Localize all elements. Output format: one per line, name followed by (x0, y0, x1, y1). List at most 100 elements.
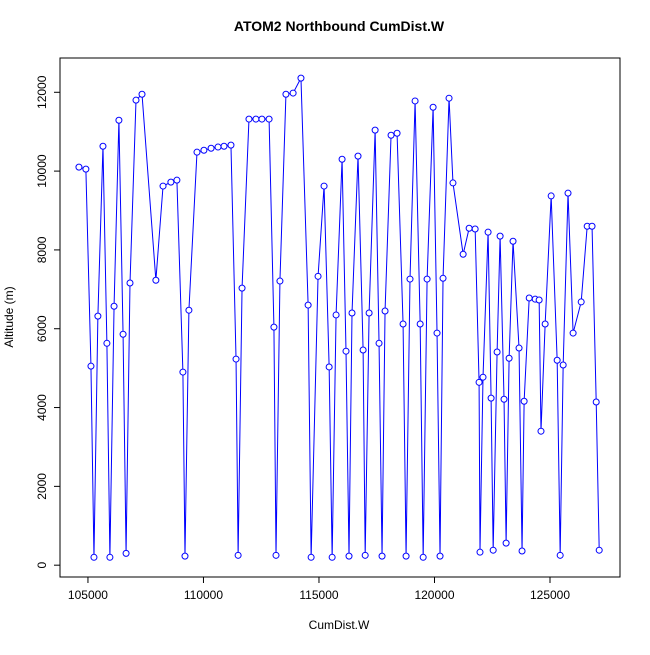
data-point (406, 275, 414, 283)
data-point (106, 553, 114, 561)
data-point (167, 178, 175, 186)
data-point (126, 279, 134, 287)
data-point (577, 298, 585, 306)
data-point (307, 553, 315, 561)
data-point (459, 250, 467, 258)
data-point (193, 148, 201, 156)
y-tick-label: 2000 (35, 473, 49, 500)
data-point (325, 363, 333, 371)
data-point (537, 427, 545, 435)
data-point (297, 74, 305, 82)
data-point (110, 302, 118, 310)
data-point (75, 163, 83, 171)
y-tick-label: 12000 (35, 75, 49, 109)
data-point (94, 312, 102, 320)
data-point (265, 115, 273, 123)
data-point (359, 346, 367, 354)
data-point (245, 115, 253, 123)
data-point (559, 361, 567, 369)
data-point (103, 339, 111, 347)
data-point (429, 103, 437, 111)
data-point (332, 311, 340, 319)
data-point (159, 182, 167, 190)
data-point (338, 155, 346, 163)
data-point (345, 552, 353, 560)
data-point (354, 152, 362, 160)
data-point (234, 551, 242, 559)
x-tick-label: 110000 (184, 588, 223, 602)
data-point (138, 90, 146, 98)
data-point (122, 549, 130, 557)
plot-frame (59, 57, 621, 578)
data-point (320, 182, 328, 190)
data-point (505, 354, 513, 362)
data-point (423, 275, 431, 283)
data-point (173, 176, 181, 184)
data-point (99, 142, 107, 150)
data-point (449, 179, 457, 187)
data-point (520, 397, 528, 405)
data-point (348, 309, 356, 317)
data-point (416, 320, 424, 328)
data-point (465, 224, 473, 232)
data-point (252, 115, 260, 123)
data-point (227, 141, 235, 149)
data-point (515, 344, 523, 352)
data-point (445, 94, 453, 102)
data-point (214, 143, 222, 151)
data-point (115, 116, 123, 124)
data-point (179, 368, 187, 376)
data-point (328, 553, 336, 561)
data-point (588, 222, 596, 230)
data-point (479, 373, 487, 381)
data-point (595, 546, 603, 554)
data-point (378, 552, 386, 560)
data-point (489, 546, 497, 554)
data-point (525, 294, 533, 302)
data-point (419, 553, 427, 561)
y-tick-label: 8000 (35, 236, 49, 263)
data-point (365, 309, 373, 317)
y-axis-label: Altitude (m) (2, 286, 16, 347)
data-point (381, 307, 389, 315)
data-point (411, 97, 419, 105)
data-point (553, 356, 561, 364)
data-point (232, 355, 240, 363)
data-point (476, 548, 484, 556)
data-point (185, 306, 193, 314)
data-point (200, 146, 208, 154)
data-point (152, 276, 160, 284)
y-tick-label: 10000 (35, 154, 49, 188)
data-point (375, 339, 383, 347)
data-point (496, 232, 504, 240)
data-point (402, 552, 410, 560)
x-tick-label: 105000 (68, 588, 108, 602)
data-point (132, 96, 140, 104)
x-tick-label: 115000 (299, 588, 338, 602)
data-point (82, 165, 90, 173)
x-tick-label: 125000 (530, 588, 570, 602)
data-point (433, 329, 441, 337)
data-point (87, 362, 95, 370)
data-point (276, 277, 284, 285)
data-point (272, 551, 280, 559)
data-point (282, 90, 290, 98)
data-point (487, 394, 495, 402)
data-point (238, 284, 246, 292)
data-point (509, 237, 517, 245)
data-point (361, 551, 369, 559)
data-point (484, 228, 492, 236)
data-point (289, 89, 297, 97)
data-point (493, 348, 501, 356)
data-point (314, 272, 322, 280)
data-point (90, 553, 98, 561)
data-point (541, 320, 549, 328)
chart-title: ATOM2 Northbound CumDist.W (234, 18, 445, 34)
data-point (371, 126, 379, 134)
data-point (393, 129, 401, 137)
y-tick-label: 0 (35, 562, 49, 569)
data-point (556, 551, 564, 559)
data-point (119, 330, 127, 338)
data-point (436, 552, 444, 560)
